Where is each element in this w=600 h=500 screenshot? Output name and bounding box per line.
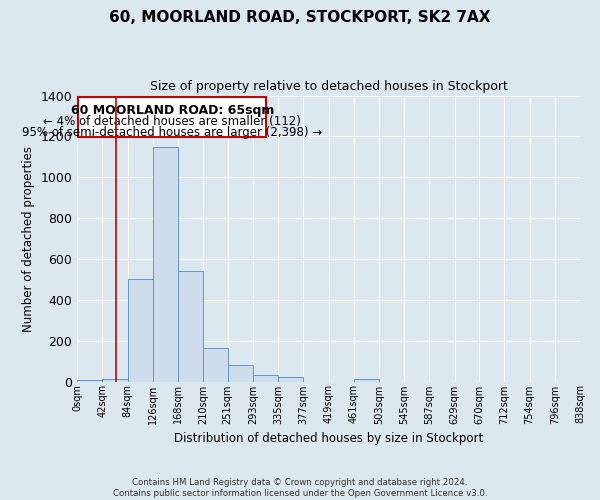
X-axis label: Distribution of detached houses by size in Stockport: Distribution of detached houses by size …	[174, 432, 483, 445]
Bar	[278, 378, 304, 382]
Bar	[203, 348, 228, 382]
Text: ← 4% of detached houses are smaller (112): ← 4% of detached houses are smaller (112…	[43, 115, 301, 128]
Bar	[178, 271, 203, 382]
Y-axis label: Number of detached properties: Number of detached properties	[22, 146, 35, 332]
Bar	[153, 146, 178, 382]
Text: Contains HM Land Registry data © Crown copyright and database right 2024.
Contai: Contains HM Land Registry data © Crown c…	[113, 478, 487, 498]
Bar	[253, 376, 278, 382]
Text: 95% of semi-detached houses are larger (2,398) →: 95% of semi-detached houses are larger (…	[22, 126, 322, 139]
Bar	[77, 380, 103, 382]
Title: Size of property relative to detached houses in Stockport: Size of property relative to detached ho…	[149, 80, 508, 93]
Bar	[103, 380, 128, 382]
Bar	[228, 364, 253, 382]
Text: 60, MOORLAND ROAD, STOCKPORT, SK2 7AX: 60, MOORLAND ROAD, STOCKPORT, SK2 7AX	[109, 10, 491, 25]
Bar	[128, 280, 153, 382]
FancyBboxPatch shape	[79, 96, 266, 138]
Bar	[354, 380, 379, 382]
Text: 60 MOORLAND ROAD: 65sqm: 60 MOORLAND ROAD: 65sqm	[71, 104, 274, 117]
